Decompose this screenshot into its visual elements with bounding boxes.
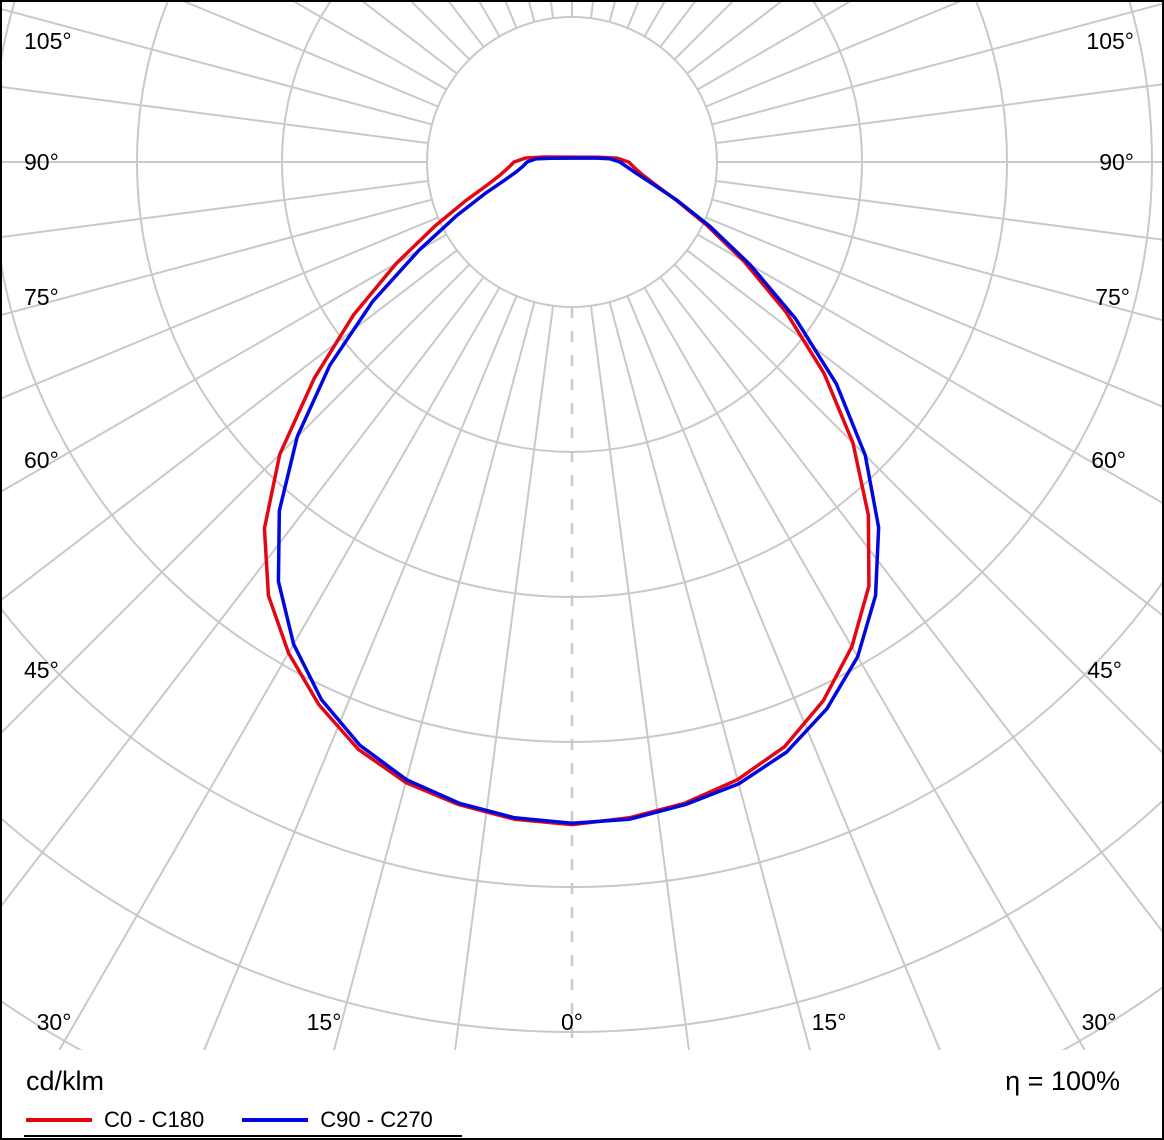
curve-C0-C180: [262, 155, 871, 827]
legend-line-c0-icon: [26, 1118, 92, 1122]
angle-label-bottom-15-right: 15°: [811, 1009, 847, 1035]
angle-label-right-105: 105°: [1086, 28, 1134, 54]
intensity-curves: [262, 155, 881, 827]
polar-chart: [2, 2, 1162, 1050]
angle-label-left-75: 75°: [24, 284, 59, 310]
efficiency-label: η = 100%: [1005, 1066, 1120, 1096]
angle-label-bottom-15-left: 15°: [306, 1009, 342, 1035]
angle-label-bottom-0: 0°: [561, 1009, 583, 1035]
legend-label-c90: C90 - C270: [320, 1107, 433, 1132]
angle-label-left-60: 60°: [24, 447, 59, 473]
angle-label-left-45: 45°: [24, 657, 59, 683]
unit-label: cd/klm: [26, 1066, 105, 1096]
legend-label-c0: C0 - C180: [104, 1107, 205, 1132]
angle-label-left-105: 105°: [24, 28, 72, 54]
angle-label-bottom-30-right: 30°: [1081, 1009, 1117, 1035]
polar-grid: [2, 2, 1162, 1050]
angle-label-right-45: 45°: [1087, 657, 1122, 683]
angle-label-right-90: 90°: [1099, 149, 1134, 175]
angle-label-right-75: 75°: [1095, 284, 1130, 310]
legend-line-c90-icon: [242, 1118, 309, 1122]
curve-C90-C270: [276, 156, 881, 825]
angle-label-bottom-30-left: 30°: [36, 1009, 72, 1035]
angle-label-left-90: 90°: [24, 149, 59, 175]
legend-underline: [24, 1135, 462, 1137]
legend: C0 - C180 C90 - C270: [26, 1108, 433, 1132]
angle-label-right-60: 60°: [1091, 447, 1126, 473]
